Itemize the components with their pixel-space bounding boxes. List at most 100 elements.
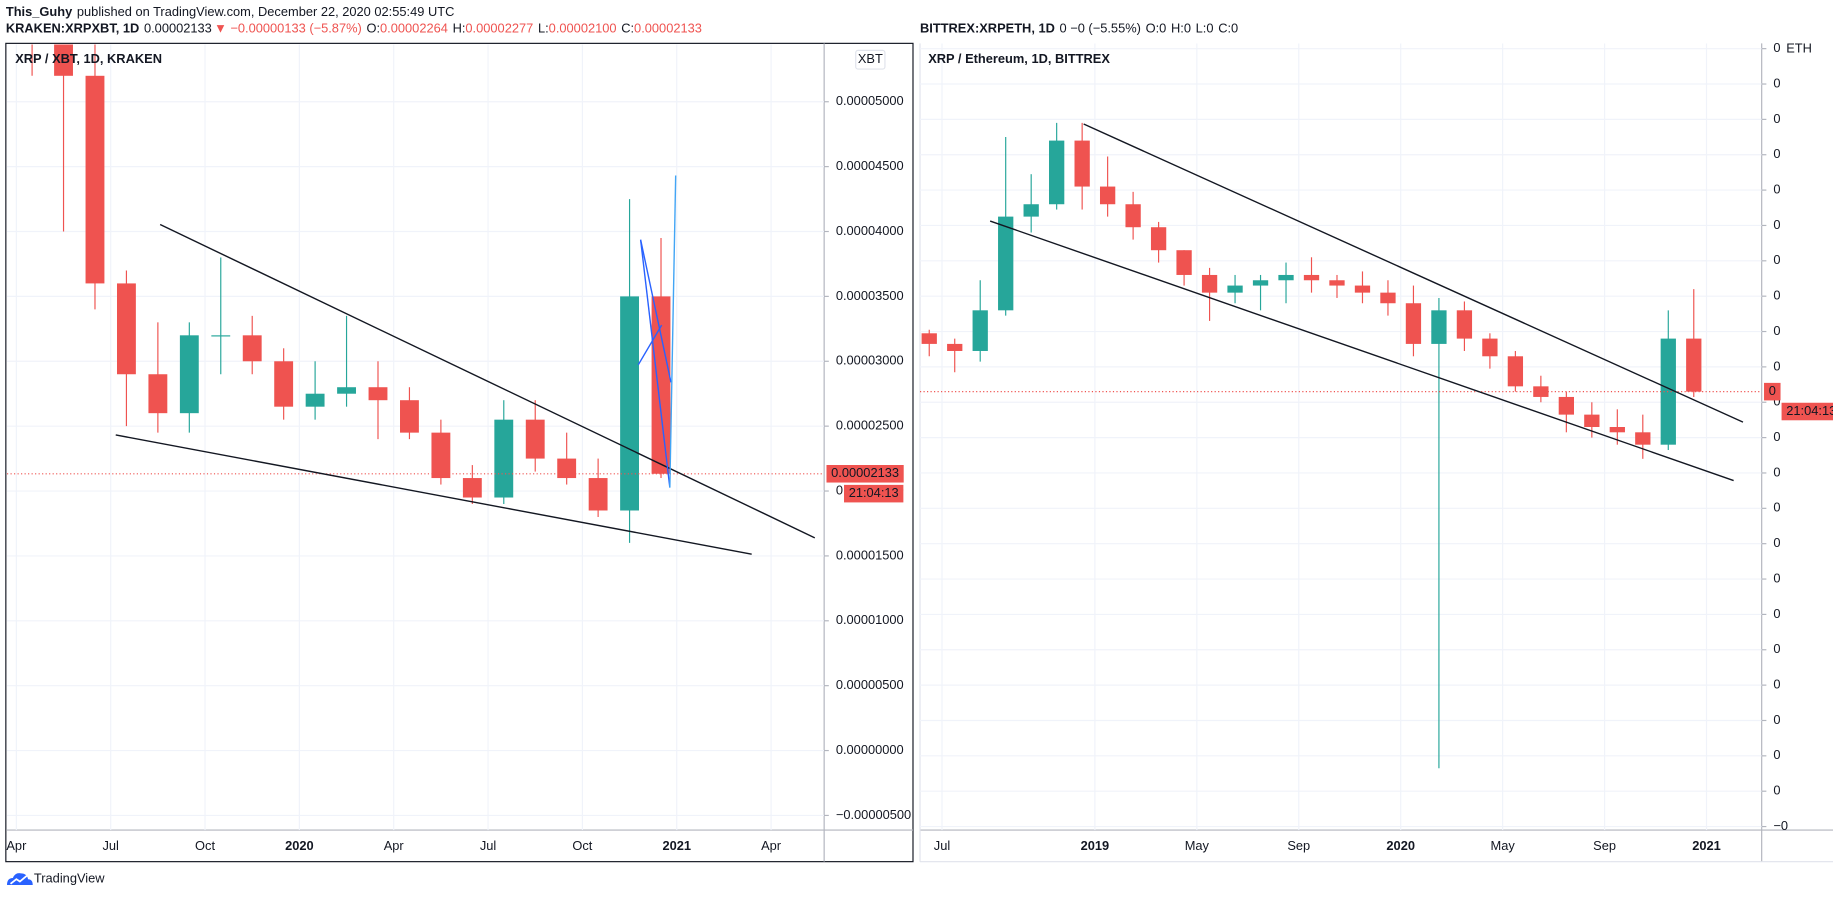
candle-body	[588, 478, 608, 511]
y-tick-label: 0.00000000	[836, 742, 904, 757]
candle-body	[85, 75, 105, 284]
x-tick-label: 2020	[285, 838, 314, 853]
candle-body	[431, 432, 451, 479]
candle-body	[242, 335, 262, 362]
symbol: BITTREX:XRPETH, 1D	[920, 21, 1055, 36]
ohlc-label: L:	[538, 21, 549, 36]
last-price-label: 0	[1769, 383, 1776, 398]
y-tick-label: −0.00000500	[836, 807, 911, 822]
left-pane-frame	[5, 42, 914, 863]
y-tick-label: 0.00004000	[836, 223, 904, 238]
candle-body	[972, 310, 988, 351]
candle-body	[148, 374, 168, 414]
logo-line	[9, 875, 28, 885]
candle-body	[462, 478, 482, 498]
candle-body	[1635, 432, 1651, 445]
last-price-box	[1764, 382, 1781, 401]
ohlc-value: 0.00002133	[634, 21, 702, 36]
trend-line	[159, 223, 816, 539]
candle-body	[337, 387, 356, 394]
y-tick-label: 0.00001500	[836, 547, 904, 562]
candle-body	[1354, 285, 1371, 293]
trend-line	[639, 239, 672, 383]
candle-body	[525, 419, 545, 459]
candle-body	[947, 343, 963, 351]
author: This_Guhy	[6, 4, 73, 19]
x-tick-label: 2019	[1081, 838, 1110, 853]
candle-body	[1507, 356, 1524, 387]
candle-body	[1278, 274, 1294, 281]
drawings	[115, 123, 1744, 555]
candle-body	[557, 458, 577, 479]
candle-body	[274, 361, 294, 407]
x-tick-label: Apr	[6, 838, 27, 853]
arrow: ▼	[214, 21, 227, 36]
y-tick-label: 0.00001000	[836, 612, 904, 627]
x-tick-label: May	[1185, 838, 1210, 853]
y-tick-label: 0	[1773, 217, 1780, 232]
y-tick-label: 0.00002500	[836, 418, 904, 433]
y-tick-label: −0	[1773, 818, 1788, 833]
y-tick-label: 0	[1773, 358, 1780, 373]
y-tick-label: 0	[1773, 252, 1780, 267]
x-tick-label: Jul	[934, 838, 950, 853]
y-tick-label: 0.00003500	[836, 288, 904, 303]
x-tick-label: Sep	[1287, 838, 1310, 853]
candle-body	[179, 335, 199, 414]
y-tick-label: 0	[1773, 570, 1780, 585]
countdown-label: 21:04:13	[849, 485, 899, 500]
candle-body	[1201, 274, 1218, 293]
y-tick-label: 0	[1773, 323, 1780, 338]
pane-title: XRP / Ethereum, 1D, BITTREX	[928, 51, 1110, 66]
candle-body	[998, 216, 1014, 311]
candle-body	[921, 333, 937, 344]
pane-title: XRP / XBT, 1D, KRAKEN	[15, 51, 162, 66]
ohlc-label: H:	[453, 21, 466, 36]
y-tick-label: 0	[1773, 783, 1780, 798]
ohlc-label: L:	[1196, 21, 1207, 36]
y-tick-label: 0	[1773, 677, 1780, 692]
x-tick-label: Apr	[384, 838, 405, 853]
y-tick-label: 0	[1773, 146, 1780, 161]
y-tick-label: 0.00000500	[836, 677, 904, 692]
last: 0.00002133	[144, 21, 212, 36]
trend-line	[1083, 123, 1744, 423]
y-tick-label: 0.00004500	[836, 158, 904, 173]
candle-body	[1099, 186, 1116, 205]
y-tick-label: 0	[1773, 40, 1780, 55]
candle-body	[211, 335, 231, 337]
x-tick-label: Jul	[480, 838, 496, 853]
candle-body	[651, 296, 671, 474]
ohlc-label: C:	[621, 21, 634, 36]
y-tick-label: 0	[1773, 641, 1780, 656]
candle-body	[1074, 140, 1090, 187]
x-tick-label: May	[1491, 838, 1516, 853]
candle-body	[1558, 396, 1574, 415]
candle-body	[494, 419, 514, 498]
candle-body	[620, 296, 640, 511]
countdown-label: 21:04:13	[1786, 403, 1833, 418]
ohlc-value: 0.00002264	[380, 21, 448, 36]
candle-body	[1329, 280, 1345, 286]
symbol: KRAKEN:XRPXBT, 1D	[6, 21, 139, 36]
y-tick-label: 0	[1773, 535, 1780, 550]
candle-body	[1609, 427, 1625, 433]
candle-body	[1176, 250, 1192, 275]
ohlc-label: H:	[1171, 21, 1184, 36]
x-tick-label: Oct	[195, 838, 215, 853]
x-tick-label: Jul	[102, 838, 118, 853]
candle-body	[1125, 204, 1141, 228]
y-tick-label: 0	[1773, 288, 1780, 303]
y-tick-label: 0	[1773, 747, 1780, 762]
ohlc-value: 0	[1159, 21, 1166, 36]
y-tick-label: 0	[1773, 394, 1780, 409]
trend-line	[639, 239, 671, 488]
last-price-label: 0.00002133	[831, 465, 899, 480]
candle-body	[1660, 338, 1676, 445]
x-tick-label: Apr	[761, 838, 782, 853]
currency: ETH	[1786, 41, 1812, 56]
published: published on TradingView.com, December 2…	[77, 4, 454, 19]
y-tick-label: 0	[1773, 500, 1780, 515]
